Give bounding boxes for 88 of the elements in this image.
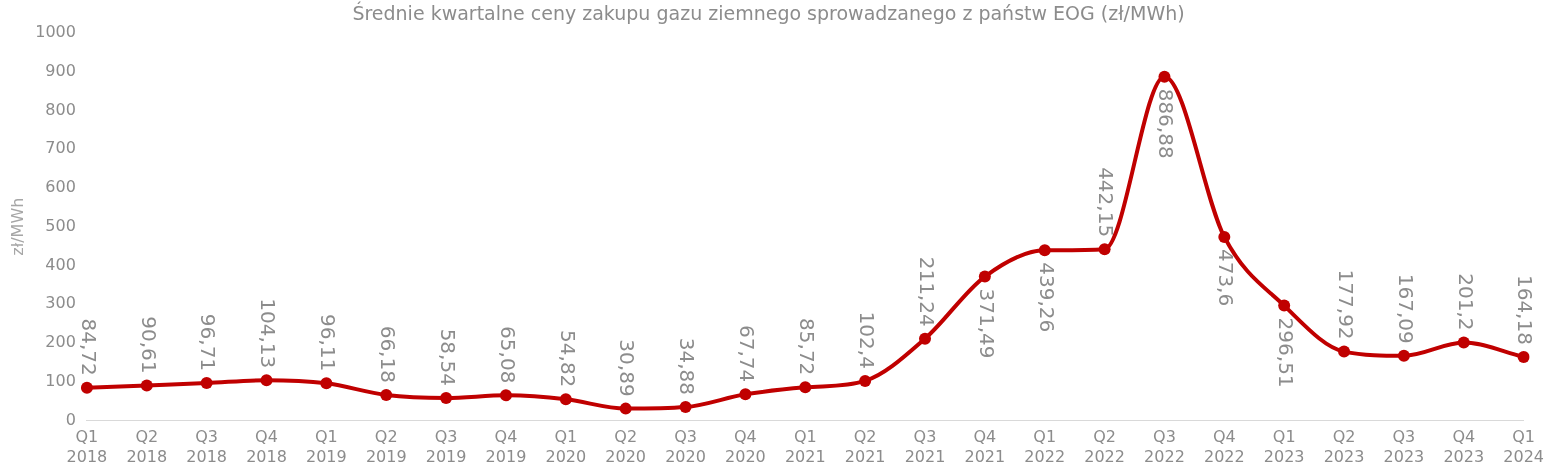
data-label: 177,92 [1333,269,1358,340]
x-tick-label: Q2 2021 [844,427,886,466]
point [380,388,393,401]
x-tick-label: Q3 2023 [1383,427,1425,466]
x-tick-label: Q4 2018 [246,427,287,466]
data-label: 104,13 [256,298,281,369]
data-label: 442,15 [1094,167,1119,238]
y-tick-label: 1000 [35,21,76,41]
y-tick-label: 400 [45,254,76,274]
x-tick-label: Q2 2018 [126,427,168,466]
data-label: 102,4 [854,311,879,369]
x-tick-label: Q4 2023 [1443,427,1485,466]
data-label: 30,89 [615,339,640,397]
point [559,393,572,406]
x-tick-label: Q2 2019 [365,427,407,466]
data-label: 67,74 [735,325,760,383]
data-label: 167,09 [1393,273,1418,344]
data-label: 84,72 [76,318,101,376]
point [739,388,752,401]
point [1218,230,1231,243]
point [919,332,932,345]
y-axis-title: zł/MWh [7,197,27,256]
y-tick-label: 800 [45,99,76,119]
x-tick-label: Q4 2021 [964,427,1006,466]
x-tick-label: Q4 2019 [485,427,527,466]
chart-title: Średnie kwartalne ceny zakupu gazu ziemnego sprowadzanego z państw EOG (zł/MWh) [352,1,1185,25]
x-tick-label: Q1 2018 [66,427,108,466]
data-label: 371,49 [974,288,999,359]
y-tick-label: 500 [45,215,76,235]
point [1457,336,1470,349]
y-tick-label: 200 [45,332,76,352]
point [619,402,632,415]
data-label: 65,08 [495,326,520,384]
point [978,270,991,283]
x-tick-label: Q1 2019 [306,427,347,466]
point [799,381,812,394]
data-label: 90,61 [136,316,161,374]
point [1038,244,1051,257]
y-tick-label: 100 [45,370,76,390]
point [440,391,453,404]
data-label: 54,82 [555,330,580,388]
x-tick-label: Q3 2018 [186,427,227,466]
point [679,401,692,414]
point [1158,70,1171,83]
point [1338,345,1351,358]
point [1278,299,1291,312]
x-tick-label: Q2 2020 [605,427,647,466]
data-label: 164,18 [1513,274,1538,345]
x-tick-label: Q3 2020 [665,427,706,466]
data-label: 85,72 [795,318,820,376]
point [499,389,512,402]
data-label: 439,26 [1034,262,1059,333]
y-tick-label: 700 [45,138,76,158]
data-label: 34,88 [675,337,700,396]
data-label: 296,51 [1273,317,1298,388]
point [1517,350,1530,363]
point [200,377,213,390]
y-tick-label: 300 [45,293,76,313]
data-label: 58,54 [435,328,460,386]
point [140,379,153,392]
point [80,381,93,394]
x-tick-label: Q3 2022 [1144,427,1185,466]
point [1397,349,1410,362]
x-tick-label: Q3 2019 [425,427,467,466]
x-tick-label: Q1 2023 [1263,427,1305,466]
data-label: 211,24 [914,256,939,327]
point [859,374,872,387]
x-tick-label: Q2 2023 [1323,427,1365,466]
data-label: 96,71 [196,313,221,372]
y-tick-label: 900 [45,60,76,80]
data-label: 201,2 [1453,273,1478,331]
data-label: 886,88 [1154,88,1179,159]
x-tick-label: Q1 2024 [1503,427,1544,466]
x-tick-label: Q2 2022 [1084,427,1125,466]
data-label: 473,6 [1214,248,1239,307]
point [1098,243,1111,256]
x-tick-label: Q4 2022 [1203,427,1245,466]
x-tick-label: Q1 2021 [784,427,826,466]
data-label: 96,11 [316,314,341,372]
x-tick-label: Q3 2021 [904,427,946,466]
x-tick-label: Q1 2022 [1024,427,1066,466]
y-tick-label: 600 [45,177,76,197]
point [320,377,333,390]
x-tick-label: Q1 2020 [545,427,587,466]
y-tick-label: 0 [65,409,76,429]
data-label: 66,18 [376,325,401,383]
point [260,374,273,387]
x-tick-label: Q4 2020 [725,427,766,466]
